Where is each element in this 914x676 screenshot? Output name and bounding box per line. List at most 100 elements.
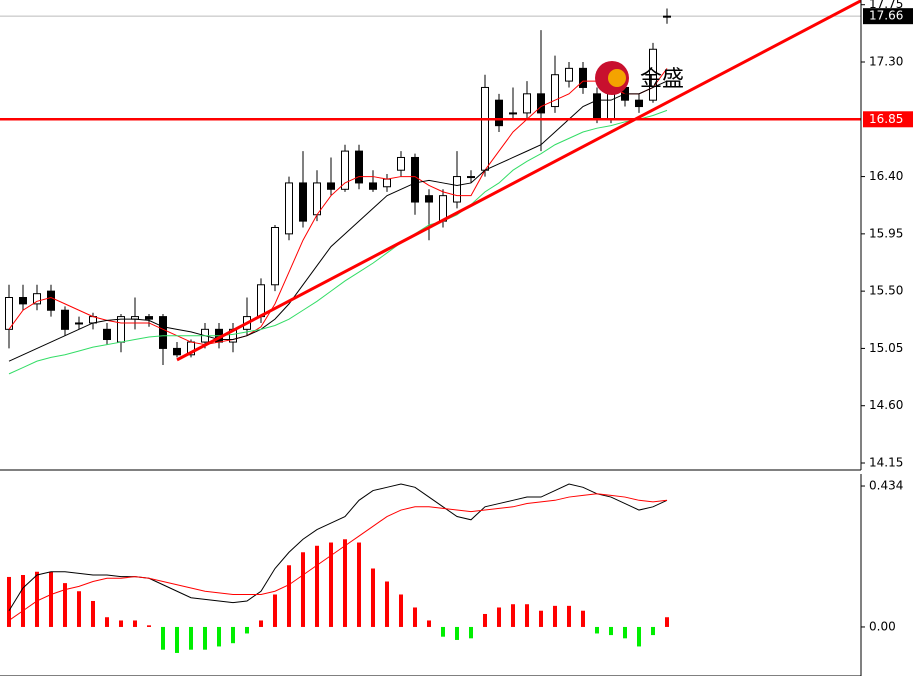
candle-body (271, 226, 279, 286)
candle-body (47, 290, 55, 311)
candle-body (285, 182, 293, 235)
macd-bar (77, 591, 81, 627)
macd-bar (189, 626, 193, 650)
macd-bar (301, 552, 305, 627)
logo-text: 金盛 (640, 67, 684, 92)
macd-line (8, 493, 668, 621)
macd-bar (147, 625, 151, 627)
candle-body (495, 99, 503, 127)
y-tick-label: 16.40 (869, 169, 903, 183)
macd-bar (315, 545, 319, 627)
macd-bar (91, 600, 95, 627)
macd-bar (273, 594, 277, 627)
candle-body (299, 182, 307, 222)
candle-body (355, 150, 363, 184)
y-tick-label: 17.75 (869, 0, 903, 11)
macd-bar (203, 626, 207, 650)
macd-bar (105, 617, 109, 627)
candle-body (19, 297, 27, 305)
macd-bar (259, 620, 263, 627)
moving-average (8, 109, 668, 375)
level-label-bg (863, 111, 913, 128)
macd-bar (511, 604, 515, 627)
candle-body (257, 284, 265, 318)
macd-bar (413, 607, 417, 627)
macd-bar (287, 565, 291, 627)
macd-bar (49, 571, 53, 627)
candle-body (341, 150, 349, 190)
candle-body (425, 195, 433, 203)
macd-bar (581, 610, 585, 627)
candle-body (33, 293, 41, 305)
candle-body (383, 178, 391, 188)
last-price-bg (863, 8, 913, 25)
logo-icon-inner (608, 69, 626, 87)
macd-bar (35, 571, 39, 627)
candle-body (75, 322, 83, 325)
candle-body (369, 182, 377, 190)
candle-body (103, 328, 111, 341)
y-tick-label: 17.30 (869, 54, 903, 68)
macd-bar (21, 575, 25, 627)
moving-average (8, 80, 668, 362)
candle-body (467, 176, 475, 179)
candle-body (61, 309, 69, 330)
macd-bar (665, 617, 669, 627)
macd-bar (329, 542, 333, 627)
candle-body (481, 86, 489, 171)
macd-bar (217, 626, 221, 647)
macd-bar (175, 626, 179, 653)
macd-bar (231, 626, 235, 644)
macd-bar (119, 620, 123, 627)
candle-body (551, 74, 559, 108)
candle-body (313, 182, 321, 216)
macd-bar (469, 626, 473, 639)
macd-bar (399, 594, 403, 627)
y-tick-label: 0.434 (869, 479, 903, 493)
level-label: 16.85 (869, 112, 903, 126)
candle-body (523, 93, 531, 114)
candle-body (397, 156, 405, 171)
macd-bar (651, 626, 655, 636)
macd-bar (497, 607, 501, 627)
y-tick-label: 0.00 (869, 619, 896, 633)
candle-body (159, 316, 167, 349)
y-tick-label: 15.05 (869, 341, 903, 355)
candle-body (145, 316, 153, 320)
y-tick-label: 14.15 (869, 455, 903, 469)
macd-bar (245, 626, 249, 634)
macd-bar (455, 626, 459, 640)
macd-bar (623, 626, 627, 639)
moving-average (8, 68, 668, 346)
candle-body (411, 156, 419, 203)
macd-bar (371, 568, 375, 627)
macd-bar (427, 620, 431, 627)
candle-body (537, 93, 545, 114)
y-tick-label: 15.95 (869, 226, 903, 240)
macd-bar (7, 576, 11, 627)
macd-bar (539, 610, 543, 627)
macd-bar (525, 604, 529, 627)
candle-body (173, 347, 181, 356)
macd-bar (483, 613, 487, 627)
candle-body (327, 182, 335, 190)
macd-bar (161, 626, 165, 650)
last-price-label: 17.66 (869, 9, 903, 23)
candle-body (579, 67, 587, 88)
macd-bar (553, 605, 557, 627)
macd-bar (385, 581, 389, 627)
macd-bar (637, 626, 641, 647)
macd-line (8, 483, 668, 611)
candle-body (649, 48, 657, 101)
macd-bar (609, 626, 613, 636)
candle-body (453, 176, 461, 203)
y-tick-label: 14.60 (869, 398, 903, 412)
candle-body (663, 15, 671, 18)
candle-body (117, 316, 125, 343)
candle-body (593, 93, 601, 120)
macd-bar (567, 605, 571, 627)
candle-body (635, 99, 643, 108)
